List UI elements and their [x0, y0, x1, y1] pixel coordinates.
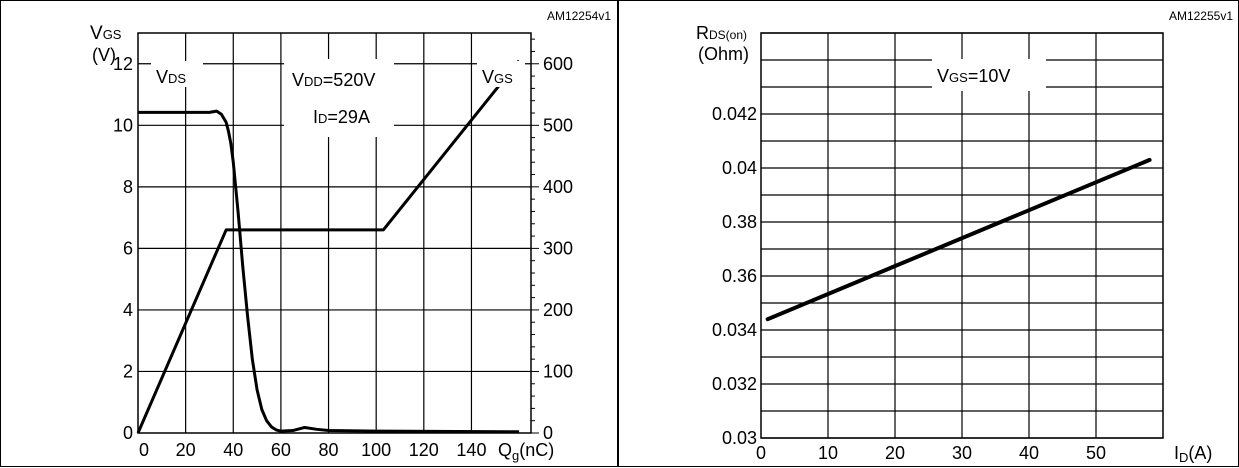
annotation-box	[284, 59, 394, 137]
y2-tick-label: 100	[543, 361, 573, 381]
gate-charge-chart: 0 20 40 60 80 100 120 1400246810120100200300400…	[90, 9, 611, 463]
rdson-chart: 0 10 20 30 40 50 0.03 0.032 0.034 0.36 0.38 0.04 0.0…	[696, 9, 1233, 465]
annotation-box	[932, 59, 1046, 91]
y-axis-title: VGS	[90, 23, 122, 44]
axis-ticks: 0 10 20 30 40 50 0.03 0.032 0.034 0.36 0.38 0.04 0.0…	[712, 104, 1106, 463]
y-tick-label: 0.042	[712, 104, 757, 124]
annotation-vds: VDS	[156, 67, 186, 87]
x-axis-title: Qg(nC)	[498, 440, 554, 463]
series-lines	[136, 59, 521, 434]
annotation-vgs: VGS=10V	[937, 66, 1010, 86]
plot-frame	[137, 32, 532, 434]
y2-tick-label: 500	[543, 115, 573, 135]
y-tick-label: 0	[123, 423, 133, 443]
x-tick-label: 30	[952, 443, 972, 463]
x-tick-label: 60	[271, 440, 291, 460]
x-tick-label: 0	[139, 440, 149, 460]
y-tick-label: 8	[123, 177, 133, 197]
y-tick-label: 0.032	[712, 374, 757, 394]
y2-tick-label: 600	[543, 54, 573, 74]
y2-tick-label: 200	[543, 300, 573, 320]
y-tick-label: 0.04	[722, 158, 757, 178]
annotation-vgs-box	[477, 61, 525, 87]
series-lines	[765, 157, 1152, 322]
series-vds-line	[138, 109, 520, 434]
y-tick-label: 2	[123, 361, 133, 381]
x-tick-label: 20	[885, 443, 905, 463]
y-tick-label: 12	[113, 54, 133, 74]
y-axis-unit: (V)	[92, 45, 116, 65]
annotation-vgs: VGS	[482, 67, 513, 87]
axis-ticks: 0 20 40 60 80 100 120 1400246810120100200300400…	[113, 38, 573, 460]
x-tick-label: 100	[361, 440, 391, 460]
annotation-vdd: VDD=520V	[292, 70, 375, 90]
x-tick-label: 120	[409, 440, 439, 460]
series-rdson-line	[765, 157, 1152, 322]
series-vgs-line	[136, 59, 521, 434]
x-tick-label: 50	[1086, 443, 1106, 463]
chart-id-label: AM12254v1	[547, 9, 611, 23]
x-axis-title: ID(A)	[1174, 443, 1212, 465]
x-tick-label: 80	[319, 440, 339, 460]
gate-charge-chart-panel: 0 20 40 60 80 100 120 140 0 2 4 6 8 10 12 0 100 200 300 400…	[0, 0, 618, 467]
rdson-chart-panel: 0 10 20 30 40 50 0.03 0.032 0.034 0.36 0.38 0.04 0.0…	[618, 0, 1239, 467]
y-tick-label: 0.034	[712, 320, 757, 340]
y-axis-title: RDS(on)	[696, 23, 747, 43]
y-tick-label: 0.36	[722, 266, 757, 286]
y-tick-label: 4	[123, 300, 133, 320]
y-axis-unit: (Ohm)	[698, 44, 749, 64]
y2-tick-label: 0	[543, 423, 553, 443]
x-tick-label: 20	[176, 440, 196, 460]
x-tick-label: 140	[456, 440, 486, 460]
y-tick-label: 0.38	[722, 212, 757, 232]
y-tick-label: 10	[113, 115, 133, 135]
chart-id-label: AM12255v1	[1169, 9, 1233, 23]
grid-lines	[760, 32, 1164, 439]
y-tick-label: 0.03	[722, 428, 757, 448]
x-tick-label: 10	[818, 443, 838, 463]
y2-tick-label: 400	[543, 177, 573, 197]
annotation-vds-box	[151, 61, 203, 87]
annotation-id: ID=29A	[313, 107, 370, 127]
y2-tick-label: 300	[543, 238, 573, 258]
y-tick-label: 6	[123, 238, 133, 258]
x-tick-label: 40	[223, 440, 243, 460]
x-tick-label: 40	[1019, 443, 1039, 463]
x-tick-label: 0	[756, 443, 766, 463]
